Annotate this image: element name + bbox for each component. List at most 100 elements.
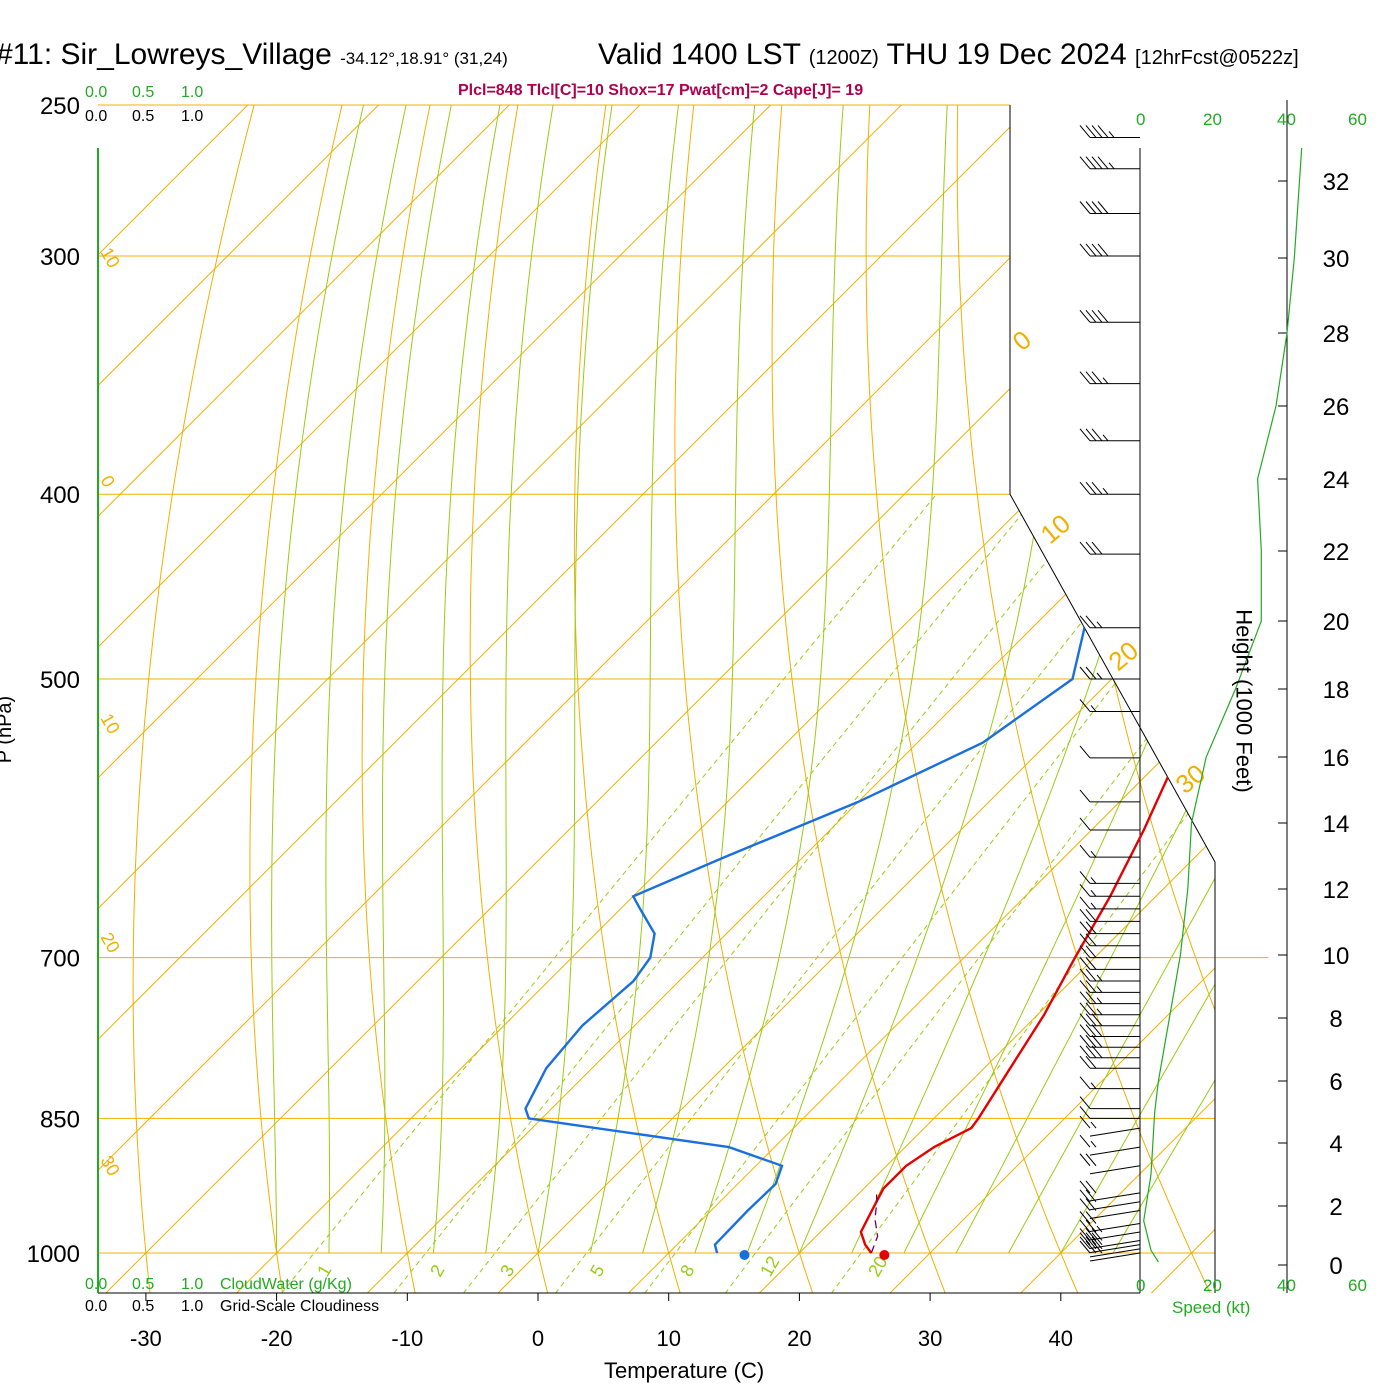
isotherm-line xyxy=(758,105,1215,1293)
surface-dewpoint-dot xyxy=(739,1250,750,1260)
wind-barb-flag xyxy=(1085,1153,1097,1167)
wind-barb-flag xyxy=(1079,1219,1091,1233)
wind-barb-flag xyxy=(1085,921,1097,934)
moist-adiabat-line xyxy=(325,105,414,1254)
wind-barb-flag xyxy=(1079,1134,1091,1148)
wind-barb xyxy=(1079,125,1140,138)
forecast-tag: [12hrFcst@0522z] xyxy=(1135,47,1299,69)
wind-barb xyxy=(1079,243,1140,257)
x-axis-title: Temperature (C) xyxy=(604,1358,765,1383)
speed-tick: 0 xyxy=(1136,1276,1146,1295)
isotherm-label: 10 xyxy=(97,244,124,271)
isotherm-line xyxy=(98,105,413,1293)
cloudiness-tick: 0.5 xyxy=(132,1298,155,1315)
wind-barb-flag xyxy=(1079,1232,1091,1245)
wind-barb-flag xyxy=(1079,1198,1091,1211)
wind-barb-staff xyxy=(1089,1201,1141,1211)
height-tick-label: 30 xyxy=(1323,246,1350,273)
wind-barb-flag xyxy=(1091,125,1103,138)
plot-frame xyxy=(97,100,1288,1294)
cloudwater-tick: 0.0 xyxy=(85,84,108,101)
wind-barb xyxy=(1079,1198,1141,1220)
isotherm-label: 20 xyxy=(1103,635,1144,677)
wind-barb-flag xyxy=(1085,909,1097,922)
mixing-ratio-line xyxy=(724,493,1215,1293)
height-tick-label: 10 xyxy=(1323,943,1350,970)
station-coords: -34.12°,18.91° (31,24) xyxy=(340,49,508,68)
wind-barb-flag xyxy=(1079,871,1091,884)
wind-barb-half-flag xyxy=(1108,162,1115,170)
speed-tick: 60 xyxy=(1348,1276,1367,1295)
dry-adiabat-line xyxy=(956,105,1211,1293)
wind-barb-flag xyxy=(1079,980,1091,993)
wind-barb-staff xyxy=(1089,1223,1141,1232)
dry-adiabat-line xyxy=(469,105,549,1293)
mixing-ratio-line xyxy=(393,493,1039,1293)
isotherm-label: 0 xyxy=(1007,324,1037,356)
cloudiness-title: Grid-Scale Cloudiness xyxy=(220,1298,380,1315)
wind-barb xyxy=(1079,921,1140,935)
mixing-ratio-label: 5 xyxy=(586,1261,608,1280)
pressure-tick-label: 1000 xyxy=(27,1241,80,1268)
isotherm-line xyxy=(98,105,805,1293)
moist-adiabat-line xyxy=(589,105,684,1254)
wind-barb-half-flag xyxy=(1096,1225,1103,1233)
height-tick-label: 14 xyxy=(1323,811,1350,838)
wind-barb-flag xyxy=(1085,615,1097,629)
dry-adiabat-line xyxy=(132,105,264,1293)
wind-barb-half-flag xyxy=(1102,434,1109,442)
wind-barb-flag xyxy=(1079,1024,1091,1037)
wind-barb-flag xyxy=(1079,156,1091,170)
wind-barb-flag xyxy=(1085,945,1097,958)
wind-barb-flag xyxy=(1079,1106,1091,1119)
wind-barb-flag xyxy=(1079,125,1091,138)
wind-barb-staff xyxy=(1089,1210,1141,1220)
cloudwater-tick: 1.0 xyxy=(181,84,204,101)
wind-barb xyxy=(1079,980,1140,993)
mixing-ratio-line xyxy=(830,493,1215,1293)
isotherm-label: 10 xyxy=(1035,508,1076,550)
temperature-tick-label: -20 xyxy=(261,1326,293,1351)
moist-adiabat-line xyxy=(1112,105,1215,1254)
wind-barb-staff xyxy=(1089,1127,1141,1137)
isotherm-line xyxy=(889,105,1215,1293)
parcel-path-line xyxy=(870,1192,879,1254)
height-tick-label: 26 xyxy=(1323,394,1350,421)
wind-barb-half-flag xyxy=(1090,705,1097,712)
wind-barb-flag xyxy=(1085,1045,1097,1059)
wind-barb-flag xyxy=(1091,201,1103,214)
wind-barb xyxy=(1079,1189,1141,1211)
moist-adiabat-line xyxy=(271,105,372,1253)
wind-barb-staff xyxy=(1089,1239,1141,1249)
isotherm-line xyxy=(497,105,1215,1293)
isotherm-line xyxy=(366,105,1215,1293)
wind-barb-flag xyxy=(1079,921,1091,934)
isotherm-line xyxy=(98,105,1067,1293)
temperature-tick-label: 10 xyxy=(656,1326,680,1351)
wind-barb-flag xyxy=(1079,1055,1091,1069)
pressure-tick-label: 400 xyxy=(40,482,80,509)
wind-barb-flag xyxy=(1085,1013,1097,1027)
wind-barb-flag xyxy=(1091,1013,1103,1027)
wind-barb-staff xyxy=(1089,1165,1141,1175)
mixing-ratio-line xyxy=(281,493,937,1293)
wind-barb-flag xyxy=(1085,125,1097,138)
wind-barb-flag xyxy=(1079,1189,1091,1203)
wind-barb-flag xyxy=(1091,156,1103,170)
wind-barb xyxy=(1079,1045,1140,1059)
wind-barb-flag xyxy=(1085,991,1097,1004)
temperature-profile-line xyxy=(859,168,1215,1254)
isotherm-lines xyxy=(98,105,1215,1293)
height-tick-label: 22 xyxy=(1323,539,1350,566)
wind-barb xyxy=(1079,957,1140,970)
wind-barb-flag xyxy=(1079,699,1091,712)
wind-barb-flag xyxy=(1085,541,1097,555)
wind-barb-flag xyxy=(1091,1034,1103,1048)
dry-adiabat-line xyxy=(865,105,1079,1293)
wind-barb-flag xyxy=(1079,909,1091,922)
mixing-ratio-label: 2 xyxy=(426,1261,448,1280)
wind-barb xyxy=(1079,991,1140,1005)
